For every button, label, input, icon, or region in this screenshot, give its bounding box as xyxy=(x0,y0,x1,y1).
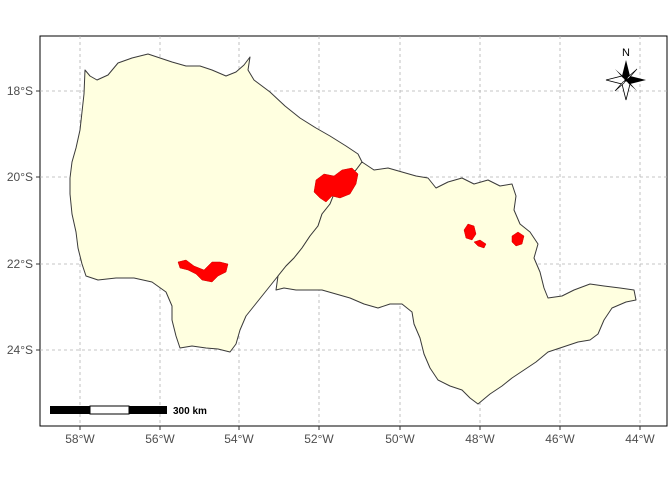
y-tick-label-2: 22°S xyxy=(7,257,33,271)
regions xyxy=(69,53,637,405)
y-tick-label-1: 20°S xyxy=(7,170,33,184)
highlight-sp-center-small xyxy=(473,239,487,249)
x-axis: 58°W 56°W 54°W 52°W 50°W 48°W 46°W 44°W xyxy=(65,426,655,446)
highlight-sp-center xyxy=(463,223,477,241)
highlighted-areas xyxy=(177,167,525,283)
x-tick-label-2: 54°W xyxy=(224,432,254,446)
scale-bar-segment-2 xyxy=(89,405,130,415)
scale-bar: 300 km xyxy=(50,405,207,417)
x-tick-label-5: 48°W xyxy=(465,432,495,446)
x-tick-label-6: 46°W xyxy=(545,432,575,446)
x-tick-label-0: 58°W xyxy=(65,432,95,446)
highlight-north-east-ms xyxy=(313,167,359,203)
x-tick-label-1: 56°W xyxy=(145,432,175,446)
compass-rose-icon xyxy=(605,60,646,101)
x-tick-label-3: 52°W xyxy=(304,432,334,446)
highlight-south-ms xyxy=(177,259,229,283)
scale-bar-segment-1 xyxy=(50,406,90,414)
y-tick-label-3: 24°S xyxy=(7,343,33,357)
highlight-sp-east xyxy=(511,231,525,247)
scale-bar-label: 300 km xyxy=(173,406,207,417)
region-sao-paulo xyxy=(275,161,637,405)
scale-bar-segment-3 xyxy=(129,406,167,414)
y-tick-label-0: 18°S xyxy=(7,84,33,98)
north-arrow-label: N xyxy=(622,47,630,59)
x-tick-label-4: 50°W xyxy=(385,432,415,446)
north-arrow: N xyxy=(605,47,646,101)
x-tick-label-7: 44°W xyxy=(625,432,655,446)
y-axis: 18°S 20°S 22°S 24°S xyxy=(7,84,40,357)
